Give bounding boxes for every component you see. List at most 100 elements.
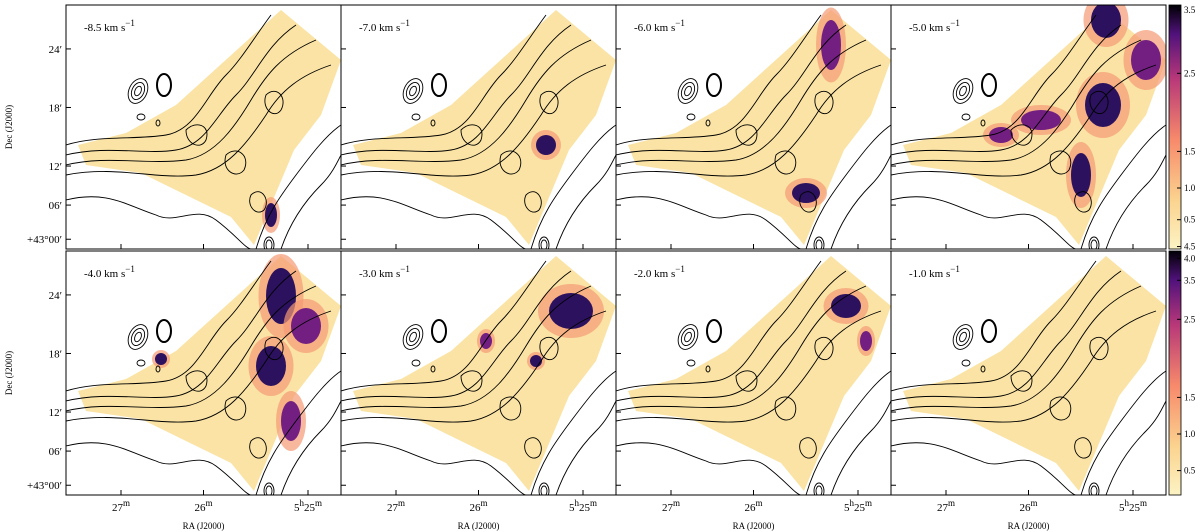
velocity: -3.0 km s [359,268,400,280]
emission [530,355,542,367]
y-tick-label: 06′ [49,446,62,458]
colorbar-tick-label: 1.0 [1184,429,1196,439]
footprint [628,256,891,491]
y-tick-label: 24′ [49,290,62,302]
velocity-label: -6.0 km s−1 [634,18,685,34]
tick-base: 5 [1119,502,1125,514]
footprint [78,10,341,245]
map [616,7,891,249]
velocity-label: -3.0 km s−1 [359,264,410,280]
unit-exponent: −1 [675,264,685,274]
tick-base: 26 [744,502,756,514]
tick-sup: m [948,498,955,508]
unit-exponent: −1 [400,18,410,28]
tick-sup: h [1124,498,1129,508]
x-tick-label: 26m [469,498,487,514]
tick-base: 25 [1129,502,1141,514]
tick-base: 25 [304,502,316,514]
emission [281,401,301,441]
x-tick-label: 5h25m [1119,498,1147,514]
x-axis-label: RA (J2000) [1008,521,1050,531]
colorbar-tick-label: 1.5 [1184,146,1196,156]
y-tick-label: 06′ [49,200,62,212]
tick-sup: m [123,498,130,508]
velocity-label: -4.0 km s−1 [84,264,135,280]
tick-sup: m [590,498,597,508]
y-tick-label: +43°00′ [27,234,62,246]
colorbar [1168,250,1182,496]
tick-base: 25 [854,502,866,514]
y-tick-label: +43°00′ [27,480,62,492]
y-axis-label: Dec (J2000) [4,351,14,395]
x-tick-label: 5h25m [844,498,872,514]
tick-base: 5 [569,502,575,514]
y-tick-label: 18′ [49,348,62,360]
velocity-label: -2.0 km s−1 [634,264,685,280]
unit-exponent: −1 [950,18,960,28]
panel: -7.0 km s−1 [340,4,617,250]
colorbar-tick-label: 4.5 [1184,242,1196,252]
emission [536,135,556,155]
colorbar-tick-label: 2.5 [1184,314,1196,324]
colorbar-tick-label: 0.5 [1184,215,1196,225]
tick-base: 27 [387,502,399,514]
colorbar [1168,4,1182,250]
unit-exponent: −1 [675,18,685,28]
map [341,10,616,249]
y-tick-label: 12′ [49,407,62,419]
footprint [628,10,891,245]
map [616,256,891,495]
tick-base: 5 [844,502,850,514]
x-tick-label: 26m [1019,498,1037,514]
tick-base: 26 [469,502,481,514]
map [891,256,1166,495]
emission [989,127,1013,143]
emission [1091,5,1121,38]
colorbar-tick-label: 3.5 [1184,5,1196,15]
tick-base: 5 [294,502,300,514]
unit-exponent: −1 [125,18,135,28]
tick-base: 26 [194,502,206,514]
panel: -6.0 km s−1 [615,4,892,250]
emission [1131,40,1161,80]
x-tick-label: 26m [194,498,212,514]
map [341,256,616,495]
emission [831,294,861,318]
unit-exponent: −1 [950,264,960,274]
emission [860,331,872,351]
velocity: -7.0 km s [359,22,400,34]
footprint [353,10,616,245]
tick-base: 27 [112,502,124,514]
x-tick-label: 5h25m [294,498,322,514]
map [891,5,1166,249]
tick-base: 27 [662,502,674,514]
panel: -3.0 km s−1 [340,250,617,496]
colorbar-tick-label: 1.0 [1184,183,1196,193]
tick-base: 25 [579,502,591,514]
unit-exponent: −1 [125,264,135,274]
tick-base: 27 [937,502,949,514]
colorbar-tick-label: 2.5 [1184,68,1196,78]
tick-base: 26 [1019,502,1031,514]
panel: -4.0 km s−1 [65,250,342,496]
footprint [903,256,1166,491]
emission [291,308,321,344]
emission [256,346,286,386]
unit-exponent: −1 [400,264,410,274]
tick-sup: m [315,498,322,508]
velocity: -4.0 km s [84,268,125,280]
velocity-label: -1.0 km s−1 [909,264,960,280]
emission [549,293,593,329]
y-tick-label: 24′ [49,44,62,56]
tick-sup: h [849,498,854,508]
velocity: -5.0 km s [909,22,950,34]
colorbar-tick-label: 1.5 [1184,392,1196,402]
x-axis-label: RA (J2000) [458,521,500,531]
map [66,10,341,249]
velocity: -8.5 km s [84,22,125,34]
y-axis-label: Dec (J2000) [4,105,14,149]
colorbar-tick-label: 4.0 [1184,253,1196,263]
tick-sup: m [398,498,405,508]
x-tick-label: 27m [112,498,130,514]
